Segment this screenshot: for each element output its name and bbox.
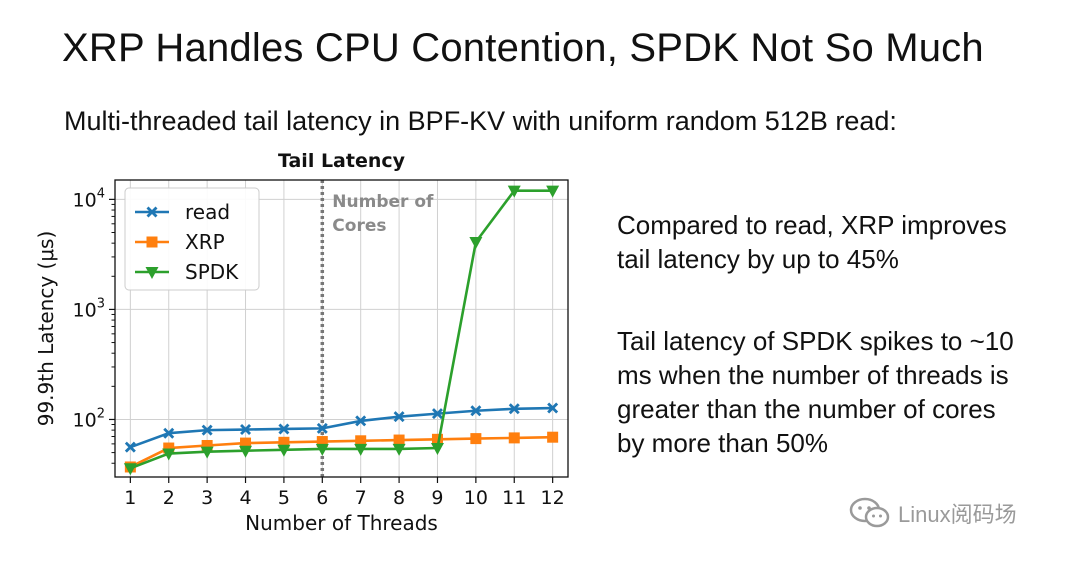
x-tick-label: 11 <box>502 487 526 509</box>
data-point-read <box>431 408 443 420</box>
wechat-icon <box>849 497 890 528</box>
y-tick-label: 102 <box>73 406 105 431</box>
x-tick-label: 4 <box>239 487 251 509</box>
watermark: Linux阅码场 <box>848 496 1017 530</box>
x-tick-label: 6 <box>316 487 328 509</box>
data-point-xrp <box>355 435 367 447</box>
data-point-xrp <box>393 434 405 446</box>
chart-title: Tail Latency <box>278 150 406 172</box>
data-point-spdk <box>546 185 560 198</box>
y-tick-label: 104 <box>73 186 105 211</box>
data-point-spdk <box>162 448 176 461</box>
x-tick-label: 10 <box>464 487 488 509</box>
data-point-read <box>547 402 559 414</box>
note-line: ms when the number of threads is <box>617 360 1009 390</box>
data-point-read <box>508 403 520 415</box>
legend-label-spdk: SPDK <box>185 260 239 284</box>
data-point-read <box>316 422 328 434</box>
x-axis-label: Number of Threads <box>245 511 438 535</box>
data-point-spdk <box>430 443 444 456</box>
legend-box <box>124 187 260 291</box>
y-tick-label: 103 <box>73 296 105 321</box>
chart-grid: Number of Cores <box>115 180 568 477</box>
x-tick-label: 1 <box>124 487 136 509</box>
x-tick-label: 9 <box>431 487 443 509</box>
data-point-read <box>124 441 136 453</box>
cores-label: Number of <box>332 192 434 212</box>
note-read-vs-xrp: Compared to read, XRP improves tail late… <box>617 208 1067 276</box>
legend-marker-xrp <box>146 236 158 248</box>
data-point-xrp <box>470 433 482 445</box>
note-line: greater than the number of cores <box>617 394 996 424</box>
data-point-read <box>393 411 405 423</box>
chart-legend: read XRP SPDK <box>124 187 260 291</box>
data-point-spdk <box>507 185 521 198</box>
x-tick-label: 3 <box>201 487 213 509</box>
data-point-read <box>278 423 290 435</box>
data-point-xrp <box>316 436 328 448</box>
data-point-xrp <box>431 433 443 445</box>
cores-label: Cores <box>332 216 386 236</box>
chart-series <box>123 185 560 476</box>
legend-marker-spdk <box>145 267 159 279</box>
legend-label-xrp: XRP <box>185 230 225 254</box>
x-tick-label: 2 <box>163 487 175 509</box>
data-point-read <box>470 405 482 417</box>
legend-marker-read <box>146 206 158 218</box>
slide-subtitle: Multi-threaded tail latency in BPF-KV wi… <box>64 106 897 136</box>
data-point-spdk <box>277 444 291 457</box>
data-point-xrp <box>240 437 252 449</box>
data-point-xrp <box>201 439 213 451</box>
data-point-xrp <box>508 432 520 444</box>
note-line: Compared to read, XRP improves <box>617 210 1007 240</box>
data-point-xrp <box>278 436 290 448</box>
y-axis-label: 99.9th Latency (μs) <box>34 231 58 427</box>
x-tick-label: 5 <box>278 487 290 509</box>
slide-title: XRP Handles CPU Contention, SPDK Not So … <box>62 26 984 70</box>
data-point-spdk <box>392 443 406 456</box>
data-point-spdk <box>239 445 253 458</box>
x-tick-label: 12 <box>541 487 565 509</box>
x-tick-label: 8 <box>393 487 405 509</box>
data-point-spdk <box>315 443 329 456</box>
data-point-read <box>201 424 213 436</box>
data-point-read <box>240 424 252 436</box>
data-point-spdk <box>354 443 368 456</box>
watermark-text: Linux阅码场 <box>898 502 1017 527</box>
note-line: by more than 50% <box>617 428 829 458</box>
note-line: tail latency by up to 45% <box>617 244 899 274</box>
data-point-spdk <box>123 463 137 476</box>
series-line-xrp <box>129 435 553 469</box>
data-point-spdk <box>469 236 483 249</box>
data-point-xrp <box>163 442 175 454</box>
x-tick-label: 7 <box>355 487 367 509</box>
data-point-xrp <box>547 431 559 443</box>
data-point-spdk <box>200 446 214 459</box>
tail-latency-chart: Number of Cores Tail Latency 1 2 3 4 5 6 7 8 9 10 11… <box>0 140 600 560</box>
note-line: Tail latency of SPDK spikes to ~10 <box>617 326 1014 356</box>
series-line-read <box>129 406 553 449</box>
series-line-spdk <box>129 189 553 470</box>
note-spdk-spike: Tail latency of SPDK spikes to ~10 ms wh… <box>617 324 1067 460</box>
data-point-read <box>355 415 367 427</box>
legend-label-read: read <box>185 200 230 224</box>
data-point-read <box>163 427 175 439</box>
plot-frame <box>114 179 569 478</box>
